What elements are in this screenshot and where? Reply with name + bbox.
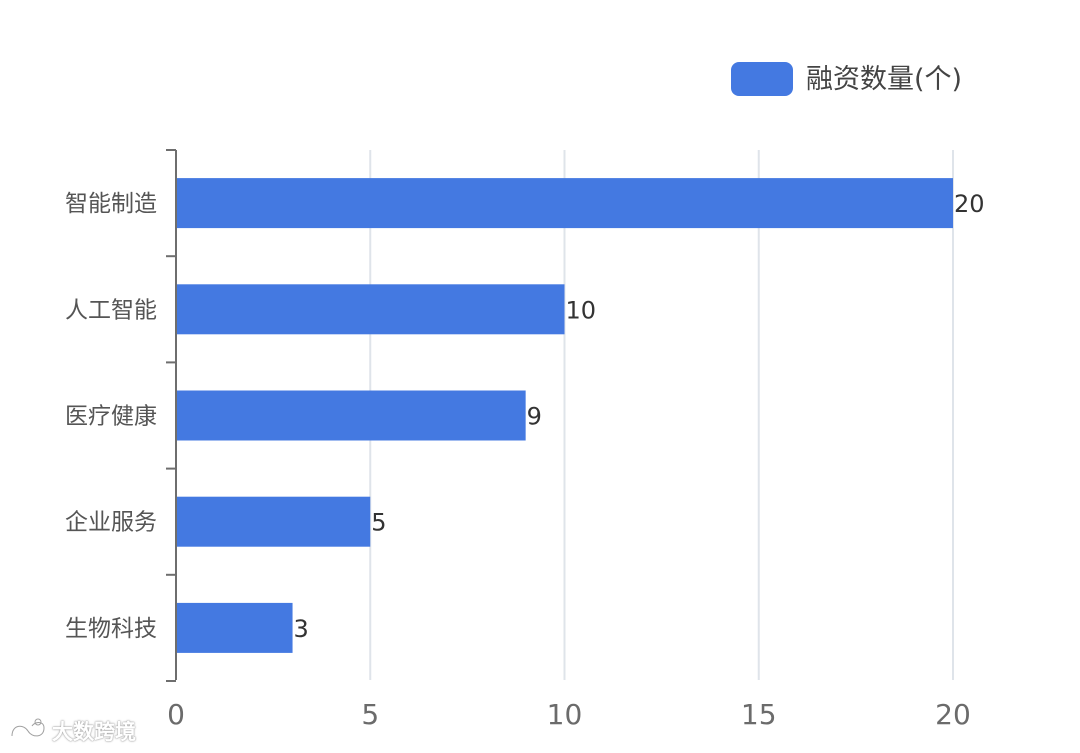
x-tick-label: 5 (361, 698, 379, 731)
category-label: 人工智能 (65, 297, 157, 323)
data-label: 5 (371, 509, 386, 537)
bar-0[interactable] (176, 178, 953, 229)
watermark-text: 大数跨境 (52, 720, 136, 744)
bars (176, 178, 953, 653)
infinity-logo-icon (10, 718, 46, 738)
x-tick-label: 10 (547, 698, 583, 731)
category-label: 企业服务 (65, 510, 157, 536)
bar-3[interactable] (176, 496, 371, 547)
legend[interactable]: 融资数量(个) (731, 62, 962, 96)
category-label: 生物科技 (65, 616, 157, 642)
category-label: 医疗健康 (65, 404, 157, 430)
data-label: 9 (527, 403, 542, 431)
data-label: 10 (566, 296, 597, 324)
bar-2[interactable] (176, 390, 526, 441)
category-label: 智能制造 (65, 191, 157, 217)
watermark: 大数跨境 (8, 716, 136, 746)
legend-label: 融资数量(个) (806, 64, 962, 95)
bar-4[interactable] (176, 602, 293, 653)
legend-swatch (731, 62, 793, 96)
x-tick-label: 0 (167, 698, 185, 731)
data-label: 20 (954, 190, 985, 218)
axes (166, 149, 177, 682)
x-tick-label: 20 (935, 698, 971, 731)
labels: 0 5 10 15 20 智能制造 20 人工智能 10 医疗健康 9 企业服务 5 生物科技 3 (65, 190, 985, 731)
data-label: 3 (294, 615, 309, 643)
x-tick-label: 15 (741, 698, 777, 731)
bar-1[interactable] (176, 284, 565, 335)
